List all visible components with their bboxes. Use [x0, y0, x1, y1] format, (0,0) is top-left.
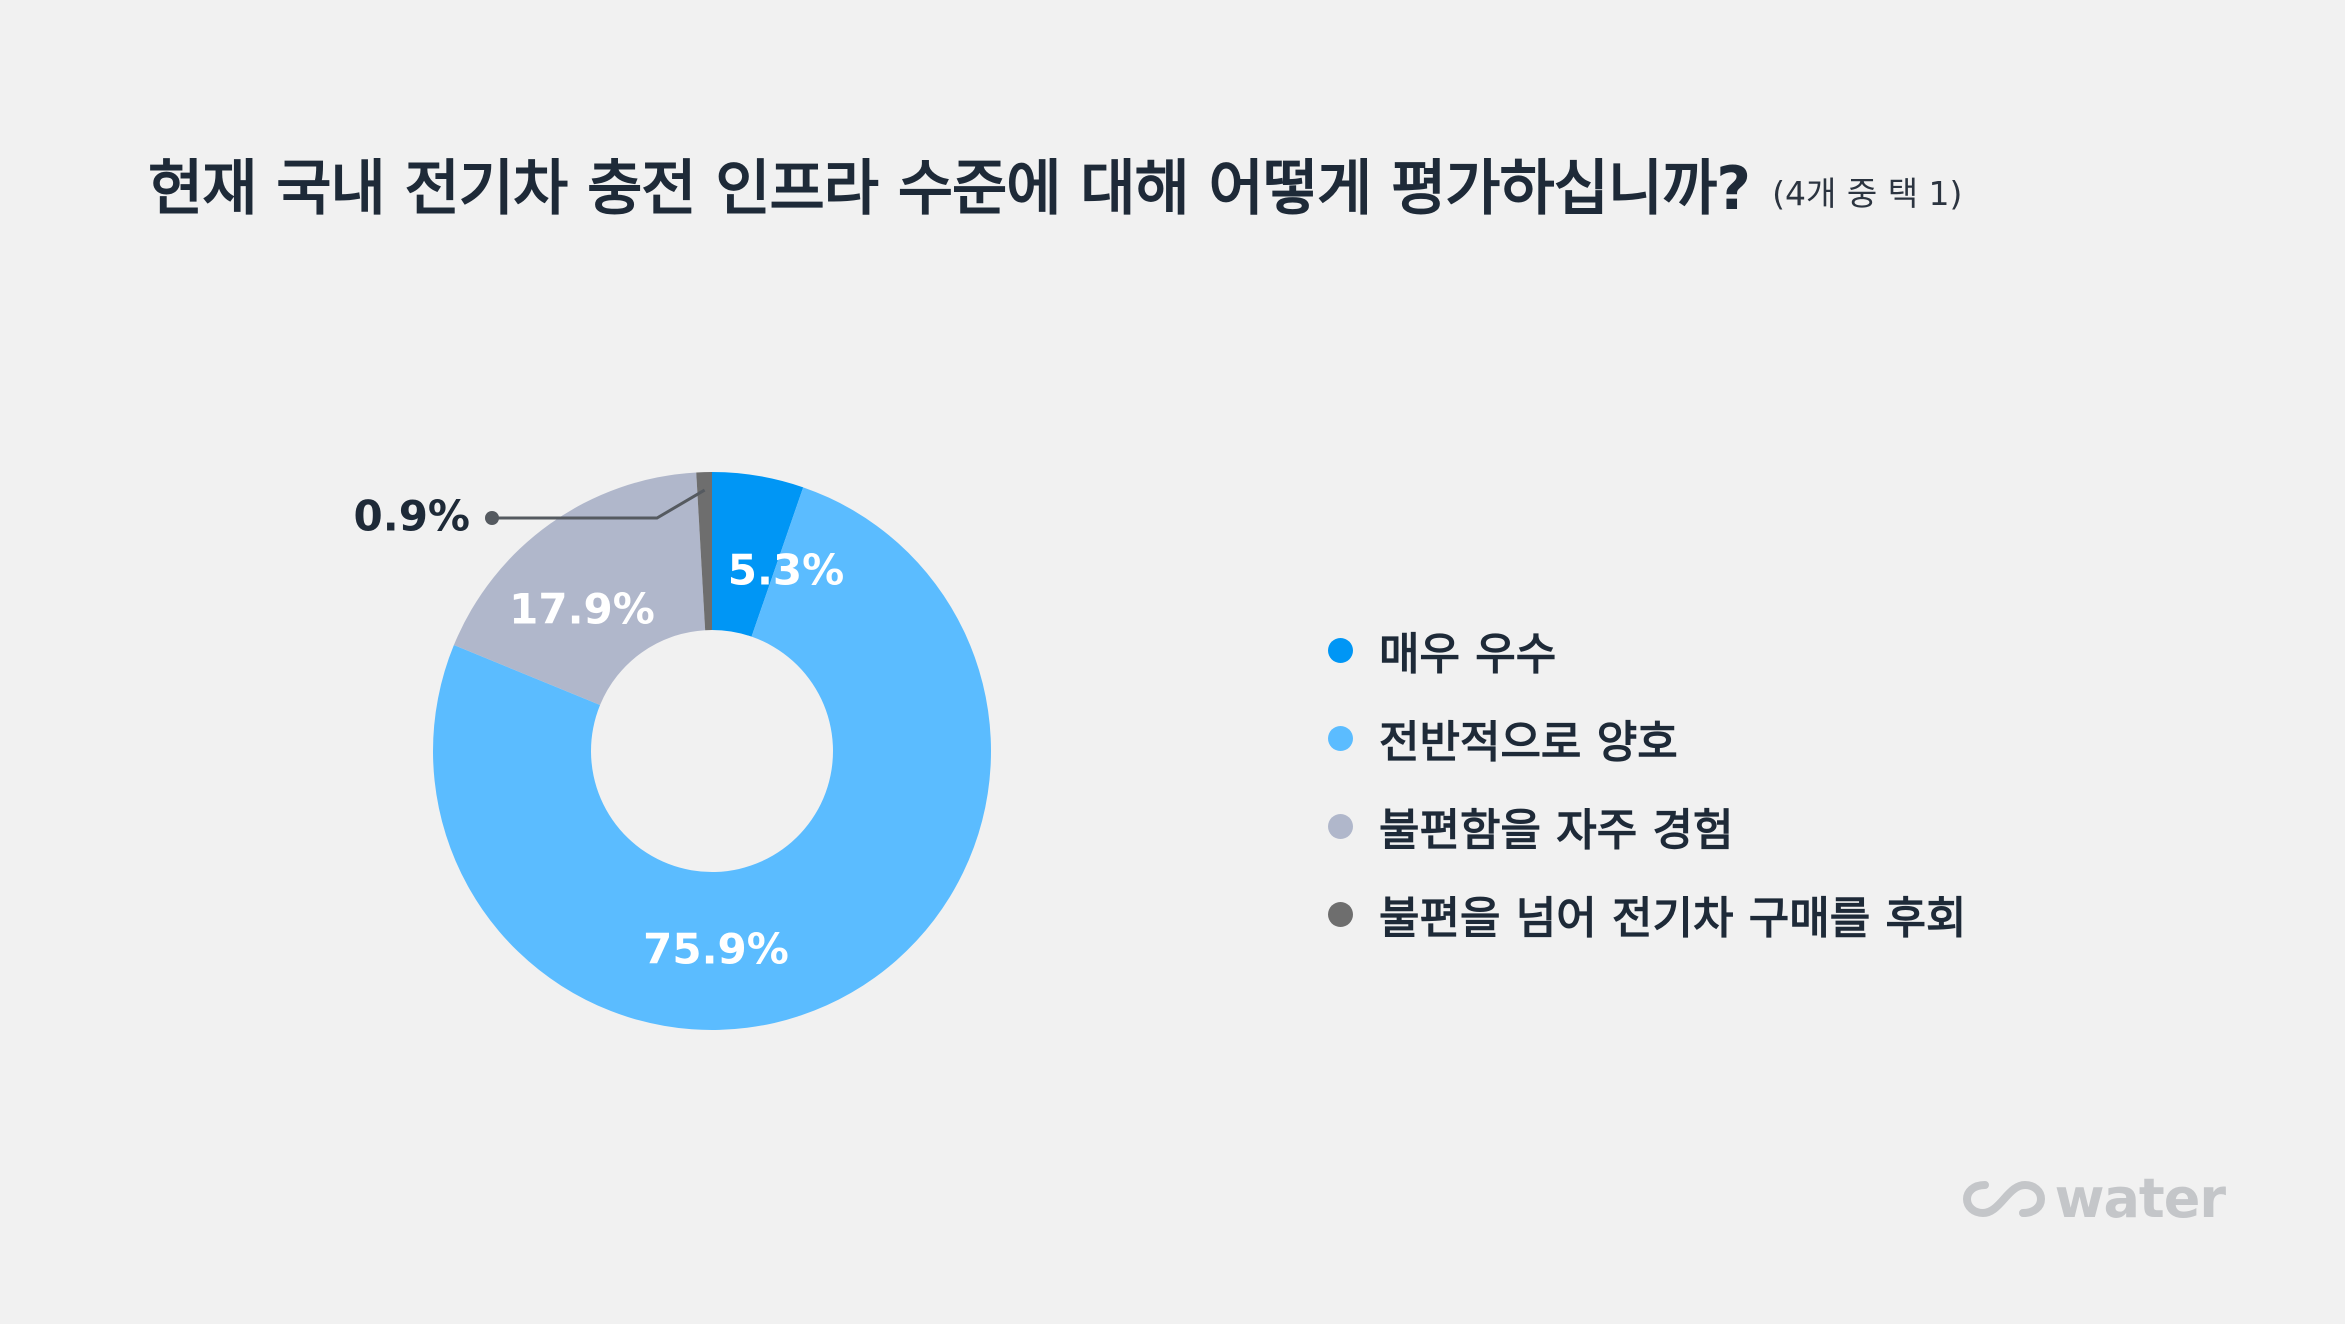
legend-swatch-inconvenient	[1328, 813, 1353, 839]
data-label-good: 75.9%	[643, 925, 789, 974]
legend-label-good: 전반적으로 양호	[1379, 717, 1678, 768]
legend-label-excellent: 매우 우수	[1379, 629, 1557, 680]
leader-dot-regret	[485, 511, 499, 525]
title-row: 현재 국내 전기차 충전 인프라 수준에 대해 어떻게 평가하십니까? (4개 …	[148, 140, 1962, 227]
chart-title: 현재 국내 전기차 충전 인프라 수준에 대해 어떻게 평가하십니까?	[148, 154, 1751, 224]
legend-item-inconvenient: 불편함을 자주 경험	[1328, 782, 1967, 870]
donut-slice-good	[433, 487, 991, 1030]
donut-slice-inconvenient	[453, 472, 706, 706]
data-label-inconvenient: 17.9%	[509, 585, 655, 634]
logo-text: water	[2054, 1167, 2226, 1230]
data-label-regret: 0.9%	[354, 492, 470, 541]
legend-swatch-regret	[1328, 901, 1353, 927]
legend-label-regret: 불편을 넘어 전기차 구매를 후회	[1379, 893, 1967, 944]
chart-subtitle: (4개 중 택 1)	[1772, 174, 1963, 213]
donut-slice-excellent	[712, 472, 804, 637]
legend-label-inconvenient: 불편함을 자주 경험	[1379, 805, 1734, 856]
leader-line-regret	[492, 488, 706, 520]
legend-item-good: 전반적으로 양호	[1328, 694, 1967, 782]
donut-slice-regret	[696, 472, 712, 631]
legend-item-regret: 불편을 넘어 전기차 구매를 후회	[1328, 870, 1967, 958]
legend-swatch-excellent	[1328, 637, 1353, 663]
infinity-loop-icon	[1962, 1180, 2045, 1217]
data-label-excellent: 5.3%	[728, 546, 844, 595]
brand-logo: water	[1962, 1167, 2226, 1230]
legend-item-excellent: 매우 우수	[1328, 606, 1967, 694]
legend: 매우 우수 전반적으로 양호 불편함을 자주 경험 불편을 넘어 전기차 구매를…	[1328, 606, 1967, 958]
legend-swatch-good	[1328, 725, 1353, 751]
